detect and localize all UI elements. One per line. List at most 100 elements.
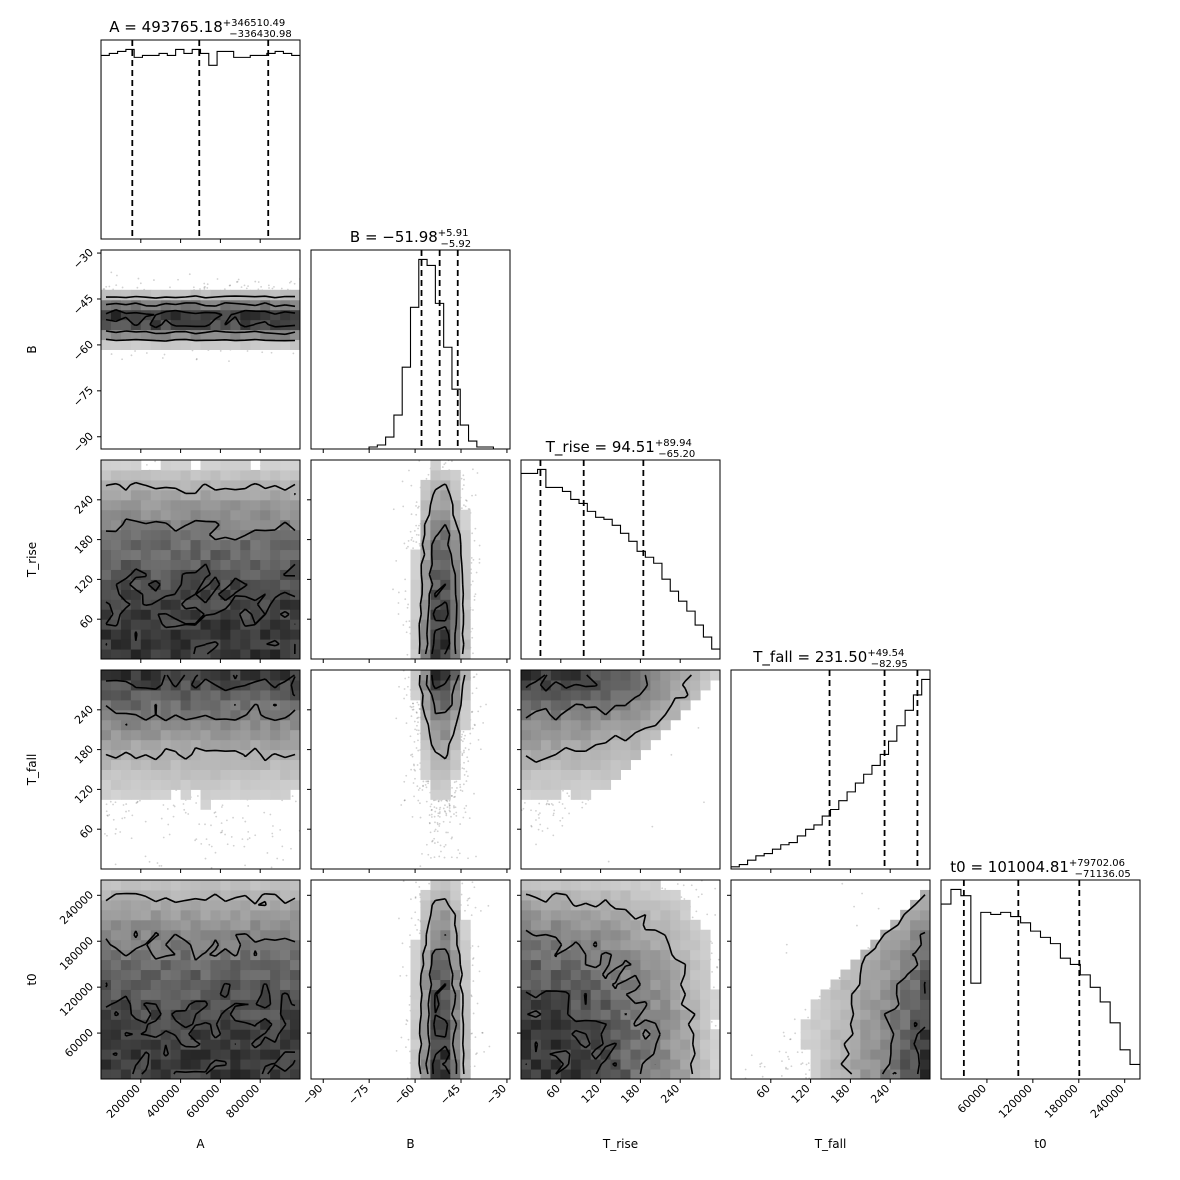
histogram-T_fall xyxy=(731,678,930,869)
contour-B-T_fall-1 xyxy=(425,674,460,715)
x-tick-label-T_rise: 120 xyxy=(579,1082,603,1106)
y-tick-label-B: −45 xyxy=(71,292,97,318)
x-tick-label-T_fall: 60 xyxy=(754,1082,773,1101)
contour-A-B-1 xyxy=(105,302,296,336)
contour-B-T_rise-2 xyxy=(431,583,451,655)
x-tick-label-B: −90 xyxy=(300,1082,326,1108)
contour-A-B-2 xyxy=(105,308,296,329)
x-axis-label-t0: t0 xyxy=(1034,1137,1046,1151)
x-tick-label-t0: 180000 xyxy=(1042,1082,1081,1121)
panel-frame xyxy=(520,879,721,1080)
scatter-panel-A-T_fall: 60 120 180 240 xyxy=(72,669,301,873)
contour-T_fall-t0-2 xyxy=(913,981,926,1075)
scatter-panel-T_rise-t0: 60 120 180 240 xyxy=(517,879,721,1106)
y-tick-label-t0: 240000 xyxy=(57,888,96,927)
y-tick-label-T_rise: 60 xyxy=(77,612,96,631)
contour-T_fall-t0-0 xyxy=(840,894,926,1075)
scatter-panel-A-t0: 200000 400000 600000 800000 60000 120000 18000… xyxy=(57,879,301,1121)
contour-T_rise-t0-0 xyxy=(525,892,696,1075)
y-tick-label-t0: 60000 xyxy=(62,1026,96,1060)
panel-title-B: B = −51.98+5.91 −5.92 xyxy=(350,228,471,250)
x-tick-label-B: −75 xyxy=(346,1082,372,1108)
hist-panel-A: A = 493765.18+346510.49 −336430.98 xyxy=(100,18,301,243)
contour-A-T_rise-0 xyxy=(105,481,296,496)
panel-frame xyxy=(100,459,301,660)
panel-frame xyxy=(940,879,1141,1080)
y-tick-label-t0: 180000 xyxy=(57,934,96,973)
histogram-A xyxy=(101,48,300,239)
x-tick-label-A: 400000 xyxy=(144,1082,183,1121)
hist-panel-B: B = −51.98+5.91 −5.92 xyxy=(310,228,511,453)
y-tick-label-T_fall: 120 xyxy=(72,782,96,806)
contour-T_rise-t0-2 xyxy=(525,990,618,1075)
y-tick-label-T_fall: 180 xyxy=(72,743,96,767)
x-tick-label-B: −30 xyxy=(483,1082,509,1108)
histogram-T_rise xyxy=(521,468,720,659)
x-tick-label-A: 200000 xyxy=(104,1082,143,1121)
contour-A-t0-2 xyxy=(105,982,296,1075)
hist-panel-t0: t0 = 101004.81+79702.06 −71136.05 60000 120… xyxy=(940,858,1141,1121)
contour-B-T_rise-1 xyxy=(424,523,458,655)
panel-frame xyxy=(310,459,511,660)
hist-panel-T_fall: T_fall = 231.50+49.54 −82.95 xyxy=(730,648,931,873)
x-tick-label-t0: 240000 xyxy=(1088,1082,1127,1121)
contour-B-t0-0 xyxy=(418,898,465,1075)
panel-frame xyxy=(520,459,721,660)
y-tick-label-t0: 120000 xyxy=(57,980,96,1019)
contour-T_rise-t0-1 xyxy=(525,929,661,1075)
panel-frame xyxy=(100,879,301,1080)
x-axis-label-T_rise: T_rise xyxy=(602,1137,638,1151)
y-axis-label-T_fall: T_fall xyxy=(25,754,39,787)
x-tick-label-t0: 120000 xyxy=(996,1082,1035,1121)
y-tick-label-T_fall: 60 xyxy=(77,822,96,841)
x-axis-label-B: B xyxy=(406,1137,414,1151)
panel-frame xyxy=(520,669,721,870)
y-tick-label-B: −60 xyxy=(71,338,97,364)
panel-title-t0: t0 = 101004.81+79702.06 −71136.05 xyxy=(950,858,1130,880)
scatter-panel-B-T_fall xyxy=(307,669,511,873)
y-tick-label-T_rise: 240 xyxy=(72,493,96,517)
scatter-panel-T_rise-T_fall xyxy=(517,669,721,873)
x-tick-label-T_fall: 180 xyxy=(828,1082,852,1106)
contour-A-T_fall-1 xyxy=(105,703,296,726)
y-axis-label-B: B xyxy=(25,345,39,353)
hist-panel-T_rise: T_rise = 94.51+89.94 −65.20 xyxy=(520,438,721,663)
contour-A-T_fall-0 xyxy=(105,746,296,762)
contour-A-T_rise-1 xyxy=(105,518,296,541)
contour-B-T_fall-0 xyxy=(418,674,466,760)
x-tick-label-T_rise: 60 xyxy=(544,1082,563,1101)
y-tick-label-B: −90 xyxy=(71,430,97,456)
x-tick-label-T_fall: 240 xyxy=(868,1082,892,1106)
panel-frame xyxy=(310,669,511,870)
panel-frame xyxy=(310,879,511,1080)
panel-title-A: A = 493765.18+346510.49 −336430.98 xyxy=(109,18,291,40)
contour-T_rise-T_fall-1 xyxy=(525,674,649,721)
y-tick-label-T_rise: 120 xyxy=(72,572,96,596)
contour-T_fall-t0-1 xyxy=(881,931,926,1075)
contour-B-T_fall-2 xyxy=(431,674,451,690)
x-tick-label-T_fall: 120 xyxy=(789,1082,813,1106)
y-tick-label-T_fall: 240 xyxy=(72,703,96,727)
contour-T_rise-T_fall-2 xyxy=(525,674,598,692)
histogram-B xyxy=(311,258,510,449)
contour-A-t0-0 xyxy=(105,892,296,907)
contour-B-T_rise-0 xyxy=(418,483,465,655)
contour-A-T_rise-2 xyxy=(105,563,296,655)
x-axis-label-T_fall: T_fall xyxy=(814,1137,847,1151)
x-tick-label-A: 600000 xyxy=(184,1082,223,1121)
y-axis-label-t0: t0 xyxy=(25,973,39,985)
contour-B-t0-2 xyxy=(431,983,451,1075)
x-tick-label-t0: 60000 xyxy=(955,1082,989,1116)
x-tick-label-B: −60 xyxy=(392,1082,418,1108)
scatter-panel-B-T_rise xyxy=(307,459,511,663)
y-tick-label-B: −75 xyxy=(71,384,97,410)
contour-A-t0-1 xyxy=(105,930,296,961)
contour-T_rise-T_fall-0 xyxy=(525,674,692,763)
y-tick-label-T_rise: 180 xyxy=(72,533,96,557)
panel-frame xyxy=(730,669,931,870)
contour-A-T_fall-2 xyxy=(105,674,296,697)
scatter-panel-T_fall-t0: 60 120 180 240 xyxy=(727,879,931,1106)
x-tick-label-A: 800000 xyxy=(223,1082,262,1121)
x-tick-label-B: −45 xyxy=(438,1082,464,1108)
